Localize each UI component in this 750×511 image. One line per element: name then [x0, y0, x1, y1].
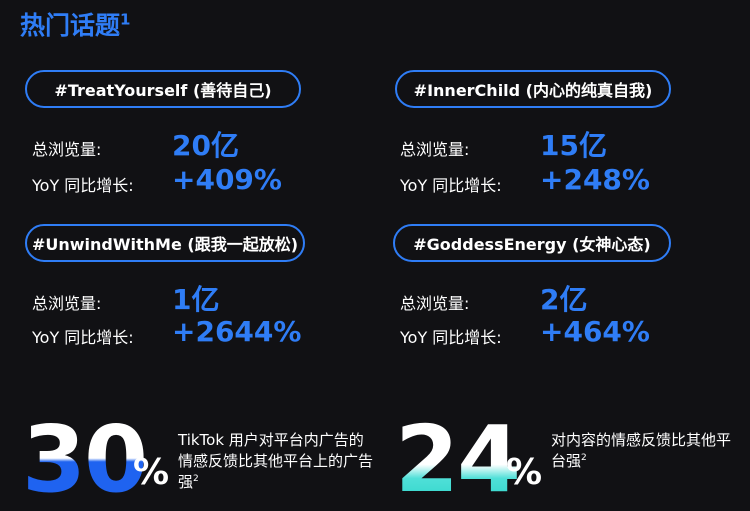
topic-tag-text: #GoddessEnergy (女神心态)	[413, 235, 651, 254]
views-value: 15亿	[540, 129, 607, 162]
yoy-value: +409%	[172, 163, 282, 196]
stat-description: 对内容的情感反馈比其他平台强2	[551, 430, 741, 472]
views-label: 总浏览量:	[400, 294, 470, 313]
yoy-value: +2644%	[172, 315, 302, 348]
topic-tag-text: #InnerChild (内心的纯真自我)	[413, 81, 653, 100]
stat-footnote: 2	[581, 453, 587, 463]
topic-tag-goddess-energy: #GoddessEnergy (女神心态)	[393, 224, 671, 262]
topic-tag-unwind-with-me: #UnwindWithMe (跟我一起放松)	[25, 224, 305, 262]
stat-number: 30	[22, 406, 148, 511]
yoy-label: YoY 同比增长:	[32, 176, 134, 195]
topic-tag-text: #UnwindWithMe (跟我一起放松)	[31, 235, 299, 254]
stat-description: TikTok 用户对平台内广告的情感反馈比其他平台上的广告强2	[178, 430, 374, 493]
yoy-value: +248%	[540, 163, 650, 196]
topic-tag-treat-yourself: #TreatYourself (善待自己)	[25, 70, 301, 108]
page-title-text: 热门话题	[20, 11, 121, 40]
page-title: 热门话题1	[20, 6, 130, 42]
stat-description-text: TikTok 用户对平台内广告的情感反馈比其他平台上的广告强	[178, 431, 374, 491]
views-value: 20亿	[172, 129, 239, 162]
stat-footnote: 2	[193, 474, 199, 484]
stat-number: 24	[395, 406, 521, 511]
views-value: 1亿	[172, 283, 220, 316]
yoy-label: YoY 同比增长:	[400, 328, 502, 347]
yoy-label: YoY 同比增长:	[32, 328, 134, 347]
yoy-value: +464%	[540, 315, 650, 348]
yoy-label: YoY 同比增长:	[400, 176, 502, 195]
stat-description-text: 对内容的情感反馈比其他平台强	[551, 431, 732, 470]
views-label: 总浏览量:	[32, 294, 102, 313]
views-label: 总浏览量:	[400, 140, 470, 159]
topic-tag-text: #TreatYourself (善待自己)	[54, 81, 272, 100]
topic-tag-inner-child: #InnerChild (内心的纯真自我)	[395, 70, 671, 108]
stat-unit: %	[133, 452, 170, 493]
page-title-footnote: 1	[120, 10, 131, 29]
views-value: 2亿	[540, 283, 588, 316]
stat-unit: %	[506, 452, 543, 493]
views-label: 总浏览量:	[32, 140, 102, 159]
